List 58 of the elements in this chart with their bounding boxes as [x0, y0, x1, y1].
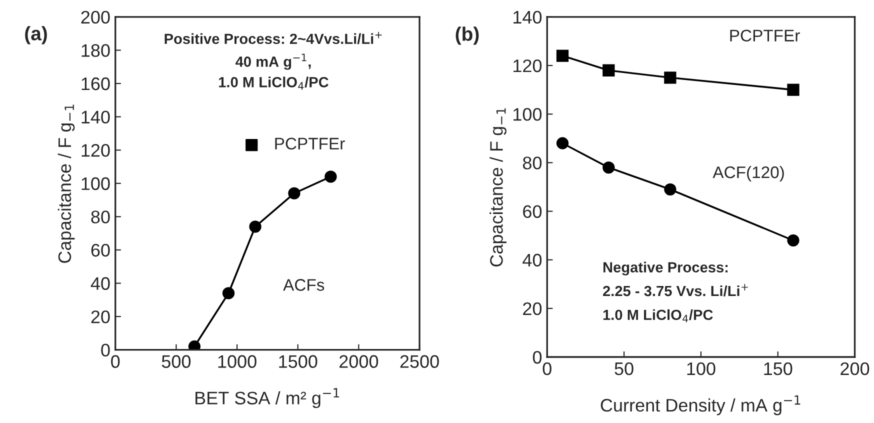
- annotation: 2.25 - 3.75 Vvs. Li/Li$^{+}$: [603, 284, 748, 296]
- y-tick-label: 200: [81, 10, 110, 24]
- y-tick-label: 20: [91, 310, 110, 324]
- y-tick-label: 80: [91, 210, 110, 224]
- y-tick-label: 80: [522, 156, 542, 170]
- y-tick-label: 100: [514, 108, 542, 121]
- y-tick-label: 60: [91, 244, 110, 257]
- x-tick-label: 500: [162, 355, 191, 368]
- annotation: 1.0 M LiClO$_{4}$/PC: [603, 309, 713, 322]
- y-tick-label: 40: [522, 254, 542, 267]
- x-tick-label: 2000: [340, 355, 378, 368]
- y-tick-label: 60: [523, 205, 542, 218]
- y-tick-label: 140: [82, 110, 110, 124]
- point: [664, 72, 676, 84]
- x-tick-label: 0: [542, 362, 552, 376]
- y-tick-label: 140: [514, 10, 542, 24]
- y-tick-label: 120: [514, 59, 542, 72]
- text: ACFs: [283, 279, 324, 291]
- point: [602, 64, 615, 76]
- annotation: Positive Process: 2~4Vvs.Li/Li$^{+}$: [164, 32, 382, 44]
- series-label: ACF(120): [712, 166, 784, 182]
- x-tick-label: 1000: [218, 355, 256, 368]
- point: [556, 50, 569, 62]
- x-tick-label: 0: [111, 355, 120, 368]
- point: [556, 137, 569, 150]
- annotation: 1.0 M LiClO$_{4}$/PC: [219, 76, 328, 90]
- x-tick-label: 100: [687, 362, 716, 376]
- y-tick-label: 100: [82, 177, 110, 190]
- chart-title: (a): [25, 26, 47, 44]
- y-tick-label: 0: [101, 344, 110, 357]
- y-tick-label: 20: [523, 302, 542, 316]
- series-label: PCPTFEr: [275, 138, 345, 150]
- annotation: 40 mA g$^{−1}$,: [236, 54, 311, 70]
- annotation: Negative Process:: [603, 262, 728, 276]
- x-tick-label: 150: [764, 362, 792, 376]
- point: [246, 139, 258, 152]
- y-tick-label: 120: [82, 144, 110, 157]
- point: [324, 170, 337, 183]
- point: [787, 84, 800, 96]
- point: [664, 183, 676, 196]
- y-tick-label: 180: [82, 44, 110, 57]
- y-tick-label: 160: [82, 77, 110, 90]
- x-tick-label: 50: [614, 362, 634, 376]
- chart-title: (b): [456, 26, 479, 45]
- point: [787, 234, 800, 246]
- text: PCPTFEr: [730, 30, 800, 42]
- y-tick-label: 40: [90, 277, 110, 290]
- point: [288, 187, 300, 200]
- x-tick-label: 200: [840, 362, 870, 376]
- x-axis-title: Current Density / mA g$^{−1}$: [600, 395, 800, 416]
- x-tick-label: 2500: [400, 355, 439, 368]
- point: [602, 161, 615, 174]
- y-axis-title: Capacitance / F g$_{−1}$: [58, 104, 75, 263]
- x-axis-title: BET SSA / m² g$^{−1}$: [196, 388, 340, 408]
- x-tick-label: 1500: [279, 355, 318, 368]
- point: [222, 287, 235, 300]
- y-axis-title: Capacitance / F g$_{−1}$: [490, 108, 506, 266]
- point: [249, 220, 262, 233]
